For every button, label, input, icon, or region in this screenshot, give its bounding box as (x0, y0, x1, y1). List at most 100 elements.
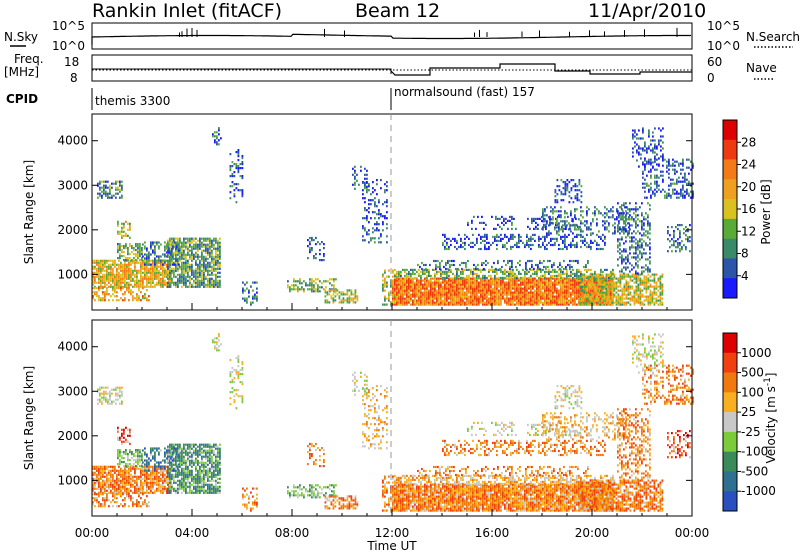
power-cell (585, 295, 588, 298)
power-cell (641, 283, 644, 286)
power-cell (554, 291, 556, 294)
power-cell (494, 291, 496, 294)
power-cell (647, 277, 650, 280)
power-cell (532, 301, 534, 304)
power-cell (474, 283, 476, 286)
power-cell (158, 277, 160, 280)
power-cell (631, 240, 633, 243)
power-cell (167, 273, 169, 276)
power-cell (593, 279, 596, 282)
power-cell (464, 279, 466, 282)
power-cell (376, 205, 378, 208)
power-cell (121, 180, 123, 183)
power-cell (386, 303, 388, 306)
power-cell (144, 261, 146, 264)
power-cell (582, 295, 584, 298)
power-cell (125, 245, 127, 248)
power-cell (181, 255, 183, 258)
power-cell (633, 246, 635, 249)
power-cell (570, 277, 572, 280)
power-cell (500, 299, 502, 302)
power-cell (537, 217, 539, 220)
power-cell (486, 281, 488, 284)
power-cell (94, 285, 96, 288)
power-cell (382, 303, 384, 306)
power-cell (235, 167, 238, 170)
power-cell (568, 285, 570, 288)
power-cell (176, 259, 178, 262)
power-cell (437, 265, 439, 269)
power-cell (514, 303, 516, 306)
power-cell (546, 293, 548, 296)
power-cell (612, 268, 614, 271)
power-cell (460, 243, 462, 247)
power-cell (643, 299, 646, 302)
power-cell (468, 291, 470, 294)
power-cell (448, 293, 450, 296)
power-cell (585, 303, 588, 306)
power-cell (480, 299, 482, 302)
power-cell (420, 281, 422, 284)
power-cell (167, 281, 169, 284)
power-cell (211, 249, 213, 252)
power-cell (420, 295, 422, 298)
power-cell (197, 267, 199, 270)
power-cell (480, 293, 482, 296)
power-cell (562, 270, 564, 273)
power-cell (328, 293, 331, 296)
power-cell (504, 243, 506, 247)
power-cell (586, 293, 588, 296)
power-cell (558, 268, 560, 271)
power-cell (509, 265, 511, 269)
power-cell (129, 245, 131, 248)
power-cell (620, 228, 622, 231)
power-cell (566, 270, 568, 273)
power-cell (585, 279, 588, 282)
power-cell (659, 301, 662, 304)
power-cell (635, 275, 638, 278)
power-cell (576, 303, 578, 306)
power-cell (462, 241, 464, 244)
power-cell (569, 225, 571, 228)
power-cell (181, 269, 183, 272)
power-cell (597, 283, 600, 286)
power-cell (518, 233, 520, 236)
power-cell (170, 269, 172, 272)
power-cell (124, 279, 126, 282)
power-cell (645, 295, 648, 298)
power-cell (514, 243, 516, 247)
power-cell (418, 285, 420, 288)
power-cell (185, 261, 187, 264)
power-cell (566, 272, 568, 275)
power-cell (514, 279, 516, 282)
power-cell (454, 291, 456, 294)
power-cell (446, 283, 448, 286)
power-cell (512, 285, 514, 288)
power-cell (398, 287, 400, 290)
power-cell (659, 287, 662, 290)
power-cell (586, 226, 588, 229)
power-cell (558, 233, 560, 236)
power-cell (120, 265, 122, 268)
power-cell (586, 283, 588, 286)
power-cell (105, 190, 107, 193)
power-cell (596, 243, 598, 247)
power-cell (458, 297, 460, 300)
power-cell (598, 285, 600, 288)
power-cell (624, 220, 626, 223)
power-cell (621, 260, 623, 263)
power-cell (92, 287, 94, 290)
power-cell (199, 239, 201, 242)
power-cell (100, 281, 102, 284)
power-cell (554, 301, 556, 304)
power-cell (597, 281, 600, 284)
power-cell (424, 301, 426, 304)
power-cell (106, 259, 108, 262)
power-cell (555, 223, 557, 226)
power-cell (556, 239, 558, 242)
power-cell (482, 283, 484, 286)
power-cell (495, 267, 497, 271)
power-cell (578, 281, 580, 284)
power-cell (229, 185, 232, 188)
power-cell (480, 247, 482, 251)
